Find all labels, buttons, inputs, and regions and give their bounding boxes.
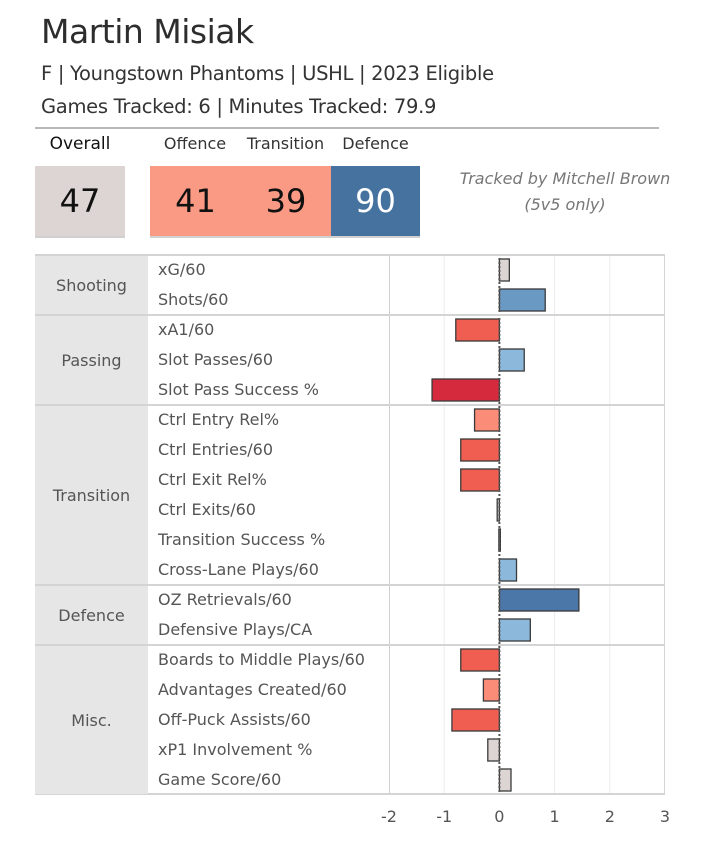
metric-label: Boards to Middle Plays/60 bbox=[158, 650, 365, 669]
section-label: Passing bbox=[35, 316, 148, 404]
metric-label: OZ Retrievals/60 bbox=[158, 590, 292, 609]
metric-label: Ctrl Exits/60 bbox=[158, 500, 256, 519]
section-label: Misc. bbox=[35, 646, 148, 794]
metric-label: Ctrl Entries/60 bbox=[158, 440, 274, 459]
player-subtitle: F | Youngstown Phantoms | USHL | 2023 El… bbox=[41, 62, 494, 85]
bar-chart bbox=[431, 254, 665, 793]
offence-score: 41 bbox=[150, 166, 241, 238]
overall-score: 47 bbox=[35, 166, 125, 238]
metric-label: xP1 Involvement % bbox=[158, 740, 313, 759]
metric-label: Off-Puck Assists/60 bbox=[158, 710, 311, 729]
table-bottom-border bbox=[35, 793, 665, 795]
transition-score: 39 bbox=[241, 166, 331, 238]
x-tick-label: -1 bbox=[436, 807, 453, 826]
x-tick-label: -2 bbox=[381, 807, 397, 826]
x-tick-label: 3 bbox=[659, 807, 671, 826]
metric-label: Ctrl Entry Rel% bbox=[158, 410, 280, 429]
metric-label: Ctrl Exit Rel% bbox=[158, 470, 267, 489]
section-misc: Misc. bbox=[35, 644, 665, 794]
tracker-credit-line2: (5v5 only) bbox=[524, 195, 606, 214]
metrics-table: Shooting xG/60 Shots/60 Passing xA1/60 Slot P… bbox=[35, 254, 665, 795]
metric-label: Defensive Plays/CA bbox=[158, 620, 313, 639]
section-defence: Defence bbox=[35, 584, 665, 644]
tracker-credit: Tracked by Mitchell Brown (5v5 only) bbox=[430, 166, 700, 218]
metric-label: xA1/60 bbox=[158, 320, 215, 339]
section-transition: Transition bbox=[35, 404, 665, 584]
section-label: Transition bbox=[35, 406, 148, 584]
defence-score: 90 bbox=[331, 166, 420, 238]
column-divider bbox=[389, 254, 390, 795]
x-tick-label: 1 bbox=[549, 807, 560, 826]
section-label: Defence bbox=[35, 586, 148, 644]
metric-label: Game Score/60 bbox=[158, 770, 282, 789]
player-name: Martin Misiak bbox=[41, 12, 254, 51]
metric-label: xG/60 bbox=[158, 260, 206, 279]
metric-label: Transition Success % bbox=[158, 530, 326, 549]
tracker-credit-line1: Tracked by Mitchell Brown bbox=[459, 169, 671, 188]
offence-label: Offence bbox=[163, 134, 227, 153]
defence-label: Defence bbox=[342, 134, 409, 153]
overall-label: Overall bbox=[49, 134, 111, 154]
section-passing: Passing bbox=[35, 314, 665, 404]
metric-label: Shots/60 bbox=[158, 290, 229, 309]
header-divider bbox=[35, 127, 659, 129]
section-label: Shooting bbox=[35, 256, 148, 314]
metric-label: Cross-Lane Plays/60 bbox=[158, 560, 319, 579]
metric-label: Advantages Created/60 bbox=[158, 680, 347, 699]
x-tick-label: 0 bbox=[494, 807, 505, 826]
metric-label: Slot Pass Success % bbox=[158, 380, 319, 399]
metric-label: Slot Passes/60 bbox=[158, 350, 274, 369]
section-shooting: Shooting bbox=[35, 254, 665, 314]
transition-label: Transition bbox=[246, 134, 325, 153]
tracking-summary: Games Tracked: 6 | Minutes Tracked: 79.9 bbox=[41, 95, 437, 118]
x-tick-label: 2 bbox=[604, 807, 615, 826]
